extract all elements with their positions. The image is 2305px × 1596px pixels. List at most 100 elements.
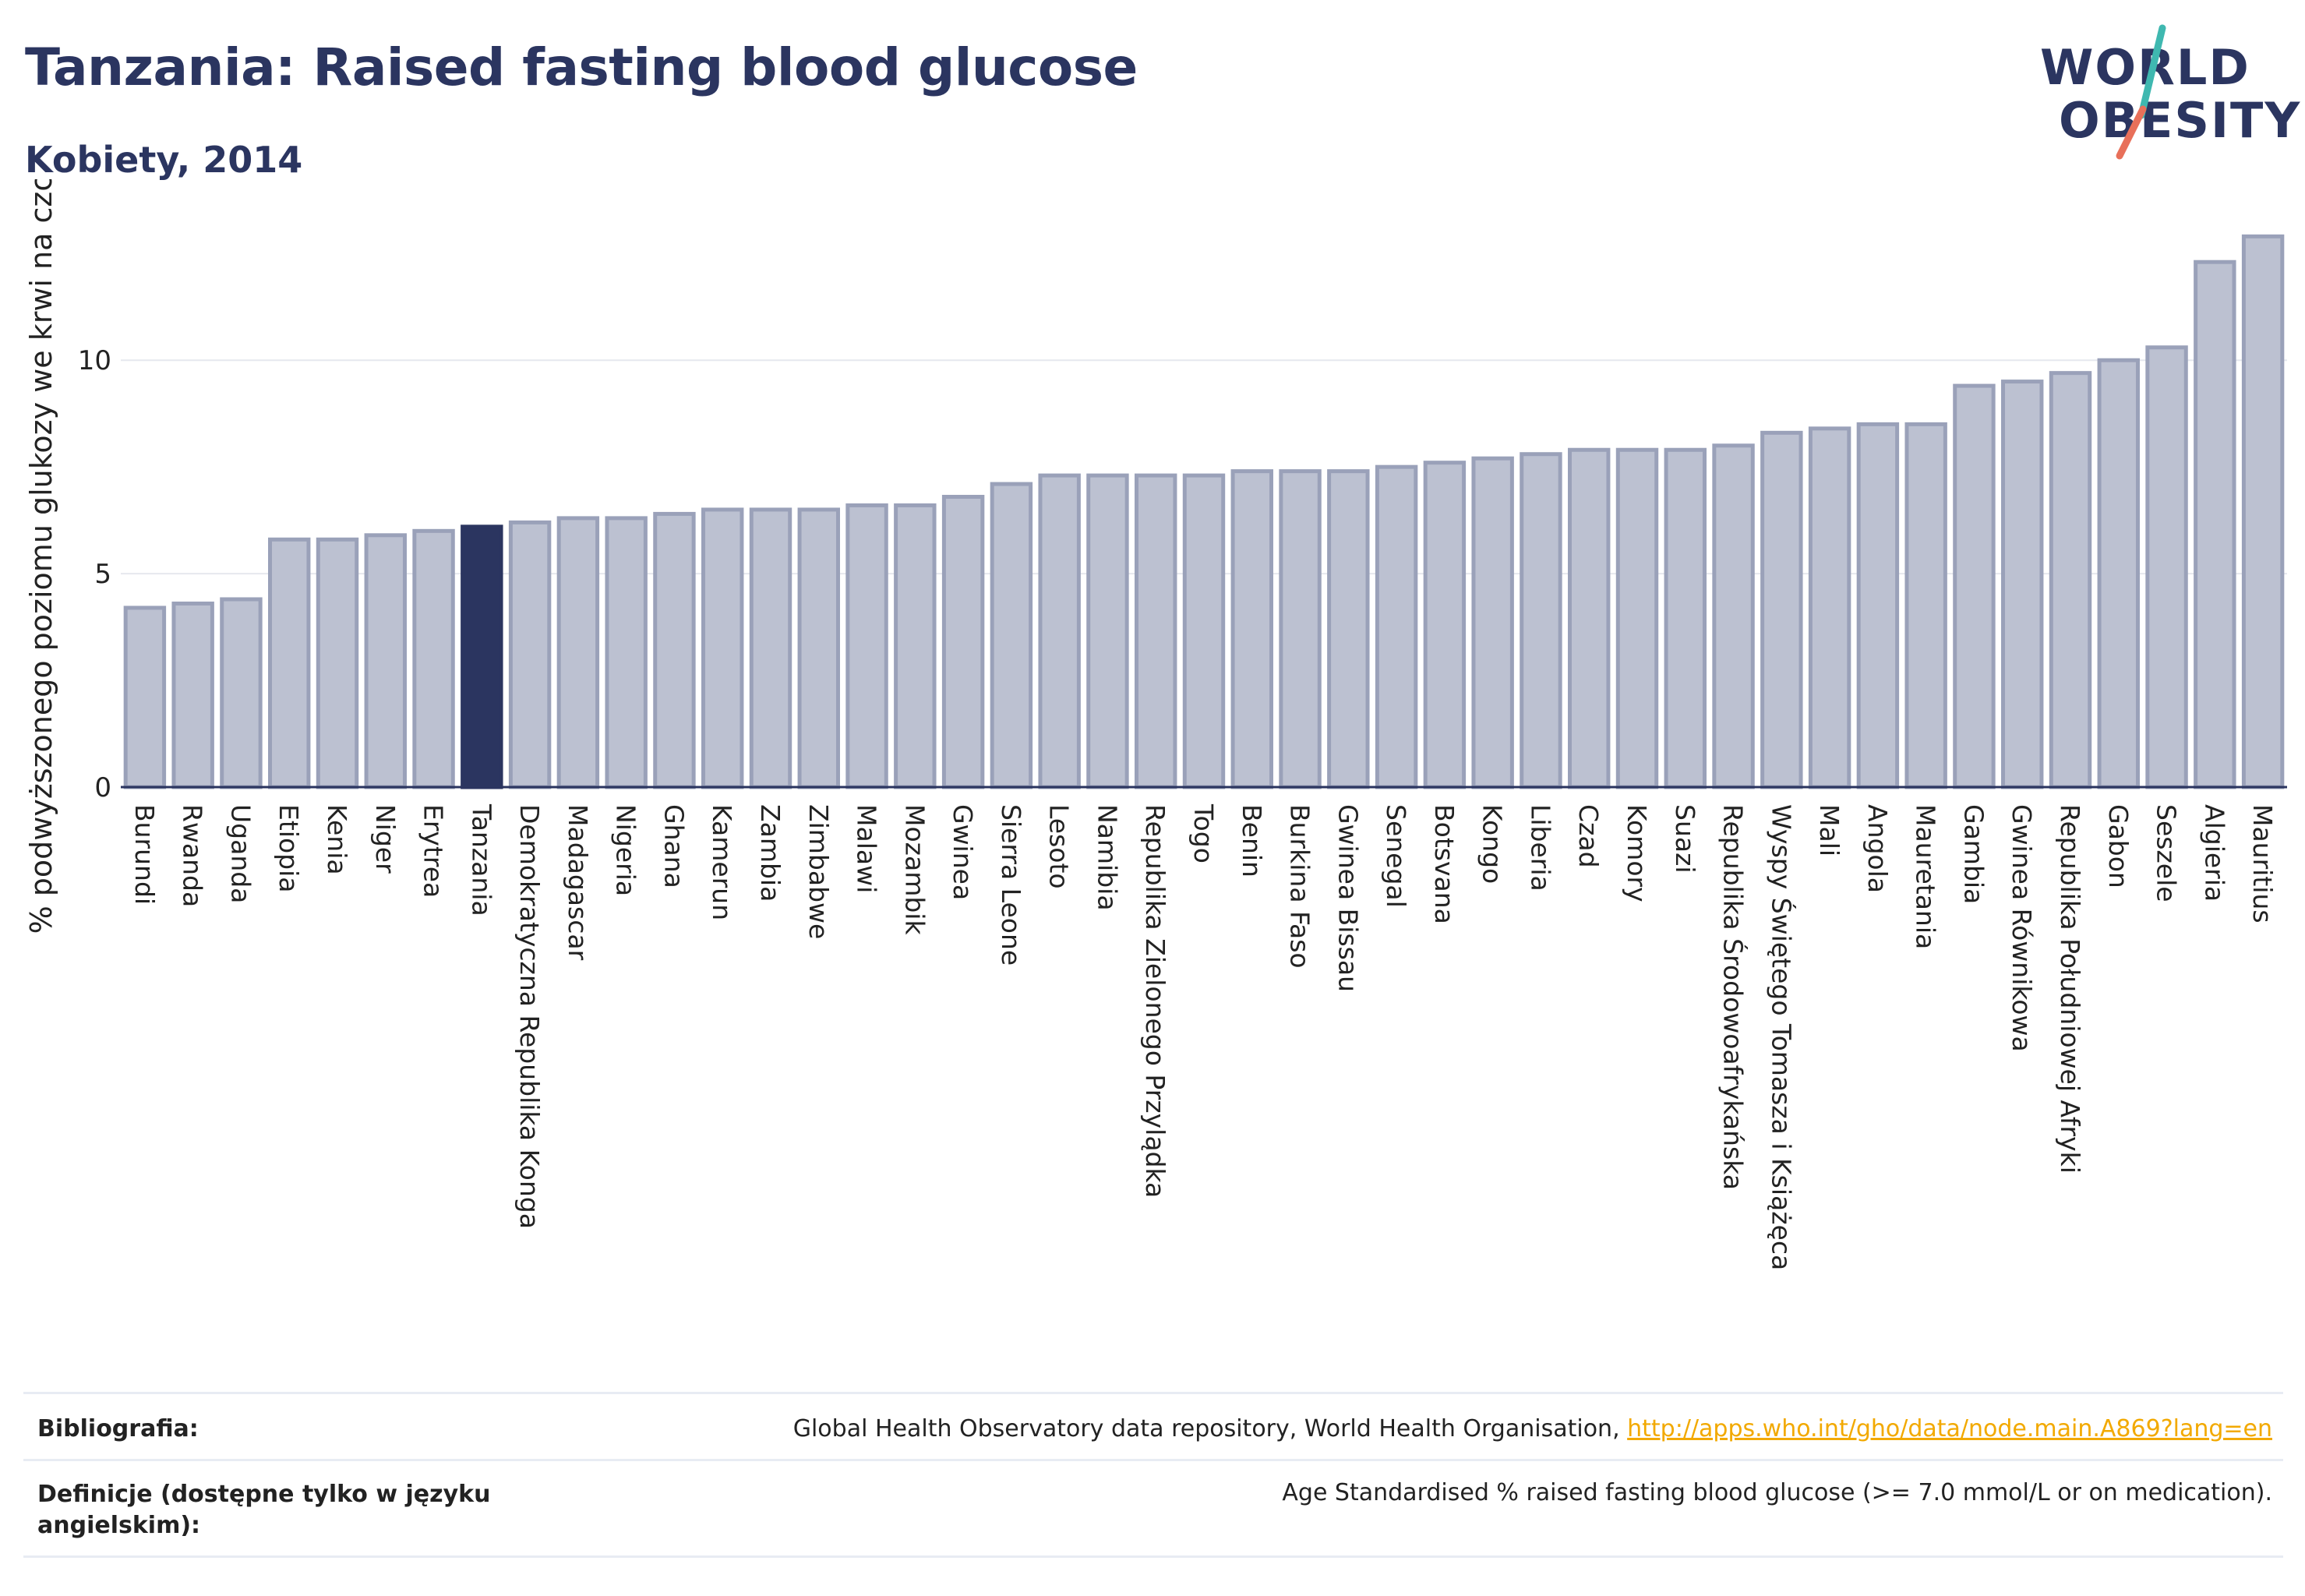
x-tick-label: Madagascar bbox=[563, 804, 593, 961]
bar-suazi[interactable] bbox=[1664, 447, 1707, 789]
bibliography-value: Global Health Observatory data repositor… bbox=[793, 1415, 2272, 1442]
bar-mozambik[interactable] bbox=[894, 503, 937, 789]
x-tick-label: Namibia bbox=[1092, 804, 1122, 911]
bibliography-link[interactable]: http://apps.who.int/gho/data/node.main.A… bbox=[1627, 1415, 2272, 1442]
bar-etiopia[interactable] bbox=[268, 537, 311, 789]
x-tick-label: Mali bbox=[1814, 804, 1844, 856]
x-tick-label: Tanzania bbox=[466, 803, 496, 916]
bar-rwanda[interactable] bbox=[171, 601, 214, 789]
y-axis-ticks: 0 5 10 bbox=[78, 345, 111, 803]
bar-republika-południowej-afryki[interactable] bbox=[2049, 371, 2092, 789]
bar-gwinea-równikowa[interactable] bbox=[2001, 380, 2044, 789]
y-tick-label: 10 bbox=[78, 345, 111, 376]
bar-republika-zielonego-przylądka[interactable] bbox=[1135, 473, 1177, 789]
x-tick-label: Mauritius bbox=[2247, 804, 2278, 923]
x-tick-label: Gabon bbox=[2103, 804, 2134, 888]
x-tick-label: Erytrea bbox=[418, 804, 449, 898]
x-tick-label: Nigeria bbox=[611, 804, 641, 896]
bar-benin[interactable] bbox=[1230, 469, 1273, 789]
y-tick-label: 5 bbox=[94, 559, 111, 590]
bar-lesoto[interactable] bbox=[1038, 473, 1081, 789]
x-tick-label: Ghana bbox=[658, 804, 689, 888]
bar-niger[interactable] bbox=[364, 533, 407, 789]
x-tick-label: Liberia bbox=[1525, 804, 1555, 892]
bar-sierra-leone[interactable] bbox=[990, 482, 1033, 789]
x-tick-label: Togo bbox=[1188, 803, 1219, 863]
x-tick-label: Senegal bbox=[1381, 804, 1411, 908]
x-tick-label: Niger bbox=[370, 804, 401, 874]
x-tick-label: Suazi bbox=[1670, 804, 1700, 874]
bar-burundi[interactable] bbox=[123, 606, 167, 789]
bar-mauretania[interactable] bbox=[1904, 422, 1947, 789]
world-obesity-logo[interactable]: WORLD OBESITY bbox=[2026, 23, 2300, 171]
bar-gambia[interactable] bbox=[1953, 383, 1996, 789]
bar-nigeria[interactable] bbox=[605, 516, 648, 789]
bibliography-label: Bibliografia: bbox=[37, 1415, 199, 1442]
bar-seszele[interactable] bbox=[2145, 345, 2188, 789]
bar-angola[interactable] bbox=[1856, 422, 1900, 789]
x-axis-labels: Burundi Rwanda Uganda Etiopia Kenia Niger Eryt… bbox=[129, 803, 2278, 1270]
bar-wyspy-świętego-tomasza-i-książęca[interactable] bbox=[1760, 430, 1803, 789]
x-tick-label: Gambia bbox=[1958, 804, 1989, 904]
bar-republika-środowoafrykańska[interactable] bbox=[1712, 443, 1755, 789]
logo-text-world: WORLD bbox=[2040, 39, 2250, 96]
x-tick-label: Uganda bbox=[225, 804, 256, 903]
definition-value: Age Standardised % raised fasting blood … bbox=[1282, 1479, 2272, 1506]
bar-kamerun[interactable] bbox=[701, 507, 744, 789]
bar-gabon[interactable] bbox=[2097, 358, 2140, 789]
bibliography-row: Bibliografia: Global Health Observatory … bbox=[23, 1392, 2283, 1459]
bar-gwinea-bissau[interactable] bbox=[1327, 469, 1370, 789]
bar-komory[interactable] bbox=[1615, 447, 1659, 789]
x-tick-label: Benin bbox=[1237, 804, 1267, 877]
x-tick-label: Burkina Faso bbox=[1285, 804, 1315, 969]
x-tick-label: Kenia bbox=[322, 804, 352, 875]
bar-erytrea[interactable] bbox=[412, 528, 455, 789]
logo-slash-icon bbox=[2116, 24, 2166, 160]
bar-gwinea[interactable] bbox=[941, 495, 985, 789]
x-tick-label: Republika Środowoafrykańska bbox=[1718, 804, 1749, 1190]
bar-kenia[interactable] bbox=[316, 537, 359, 789]
bar-czad[interactable] bbox=[1568, 447, 1611, 789]
x-tick-label: Kamerun bbox=[707, 804, 737, 920]
chart-subtitle: Kobiety, 2014 bbox=[25, 139, 303, 181]
logo-text-obesity: OBESITY bbox=[2059, 92, 2302, 149]
bar-namibia[interactable] bbox=[1086, 473, 1129, 789]
footer-rule-top bbox=[23, 1392, 2283, 1394]
x-tick-label: Mozambik bbox=[899, 804, 930, 935]
bar-algieria[interactable] bbox=[2194, 260, 2236, 789]
x-tick-label: Gwinea Bissau bbox=[1333, 804, 1363, 992]
bar-kongo[interactable] bbox=[1471, 456, 1514, 789]
bar-demokratyczna-republika-konga[interactable] bbox=[508, 520, 552, 789]
bar-mauritius[interactable] bbox=[2241, 234, 2285, 789]
bar-chart: 0 5 10 Burundi Rwanda Uganda Etiopia Kenia Nige… bbox=[24, 179, 2287, 1270]
x-tick-label: Gwinea bbox=[948, 804, 978, 900]
bibliography-text: Global Health Observatory data repositor… bbox=[792, 1415, 1628, 1442]
bar-liberia[interactable] bbox=[1520, 452, 1562, 789]
definition-label: Definicje (dostępne tylko w języku angie… bbox=[37, 1481, 491, 1539]
x-tick-label: Malawi bbox=[852, 804, 882, 893]
bar-mali[interactable] bbox=[1808, 426, 1851, 789]
x-tick-label: Zimbabwe bbox=[803, 804, 834, 939]
bar-ghana[interactable] bbox=[653, 511, 696, 789]
bar-senegal[interactable] bbox=[1375, 464, 1418, 789]
x-tick-label: Mauretania bbox=[1911, 804, 1941, 949]
bar-botsvana[interactable] bbox=[1423, 461, 1467, 789]
bar-tanzania[interactable] bbox=[461, 524, 503, 789]
bar-zambia[interactable] bbox=[749, 507, 792, 789]
x-tick-label: Republika Zielonego Przylądka bbox=[1140, 804, 1170, 1198]
bar-burkina-faso[interactable] bbox=[1279, 469, 1322, 789]
bar-malawi[interactable] bbox=[845, 503, 888, 789]
x-tick-label: Seszele bbox=[2151, 804, 2182, 902]
x-tick-label: Gwinea Równikowa bbox=[2007, 804, 2037, 1052]
footer-rule-middle bbox=[23, 1459, 2283, 1461]
x-tick-label: Burundi bbox=[129, 804, 160, 905]
x-tick-label: Czad bbox=[1573, 804, 1604, 868]
bar-madagascar[interactable] bbox=[556, 516, 600, 789]
bar-zimbabwe[interactable] bbox=[797, 507, 840, 789]
bars bbox=[123, 234, 2285, 789]
bar-togo[interactable] bbox=[1182, 473, 1226, 789]
x-tick-label: Demokratyczna Republika Konga bbox=[514, 804, 545, 1229]
chart-title: Tanzania: Raised fasting blood glucose bbox=[25, 37, 1138, 97]
x-tick-label: Sierra Leone bbox=[996, 804, 1026, 966]
bar-uganda[interactable] bbox=[220, 597, 263, 789]
